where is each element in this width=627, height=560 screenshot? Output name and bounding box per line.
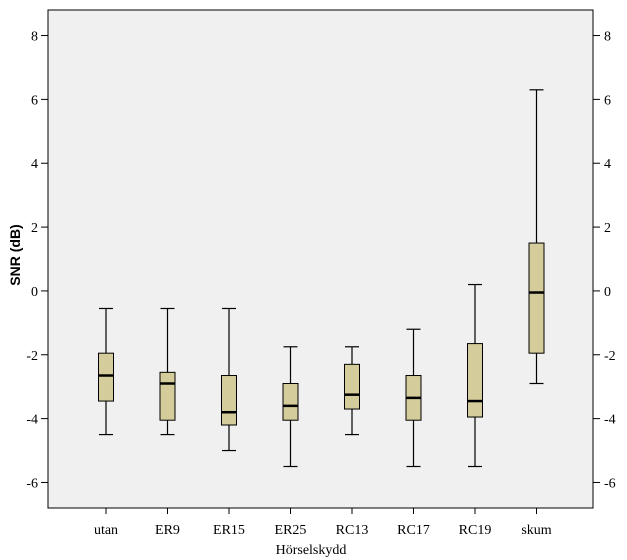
boxes-group — [98, 89, 545, 468]
iqr-box — [221, 375, 237, 426]
box-skum — [528, 89, 545, 385]
right-tick-label: 6 — [604, 93, 611, 108]
x-axis: utan ER9 ER15 ER25 RC13 RC17 RC19 skum — [94, 508, 552, 538]
x-axis-title: Hörselskydd — [276, 543, 347, 558]
right-tick-label: 0 — [604, 285, 611, 300]
right-tick-label: -2 — [604, 349, 616, 364]
right-tick-label: 8 — [604, 30, 611, 45]
left-tick-label: 6 — [31, 93, 38, 108]
box-RC17 — [405, 328, 422, 468]
box-ER9 — [159, 307, 176, 436]
x-tick-label: RC13 — [336, 523, 369, 538]
left-y-axis: 8 6 4 2 0 -2 -4 -6 — [26, 30, 48, 491]
left-tick-label: 4 — [31, 157, 38, 172]
x-tick-label: ER9 — [155, 523, 180, 538]
x-tick-label: ER15 — [213, 523, 245, 538]
iqr-box — [98, 352, 114, 402]
iqr-box — [282, 383, 299, 421]
plot-area — [47, 9, 594, 509]
right-tick-label: 2 — [604, 221, 611, 236]
box-ER15 — [221, 307, 237, 452]
x-tick-label: skum — [521, 523, 551, 538]
iqr-box — [467, 343, 483, 418]
y-axis-title: SNR (dB) — [7, 224, 23, 285]
iqr-box — [344, 363, 360, 410]
x-tick-label: RC19 — [459, 523, 492, 538]
box-RC19 — [467, 283, 483, 468]
box-RC13 — [344, 346, 360, 436]
left-tick-label: 2 — [31, 221, 38, 236]
iqr-box — [528, 242, 545, 354]
x-tick-label: ER25 — [275, 523, 307, 538]
x-tick-label: RC17 — [397, 523, 430, 538]
right-y-axis: 8 6 4 2 0 -2 -4 -6 — [593, 30, 616, 491]
left-tick-label: -4 — [26, 413, 38, 428]
left-tick-label: 0 — [31, 285, 38, 300]
right-tick-label: -4 — [604, 413, 616, 428]
left-tick-label: -2 — [26, 349, 38, 364]
right-tick-label: -6 — [604, 476, 616, 491]
iqr-box — [159, 371, 176, 421]
left-tick-label: -6 — [26, 476, 38, 491]
right-tick-label: 4 — [604, 157, 611, 172]
box-utan — [98, 307, 114, 436]
left-tick-label: 8 — [31, 30, 38, 45]
x-tick-label: utan — [94, 523, 118, 538]
box-ER25 — [282, 346, 299, 468]
